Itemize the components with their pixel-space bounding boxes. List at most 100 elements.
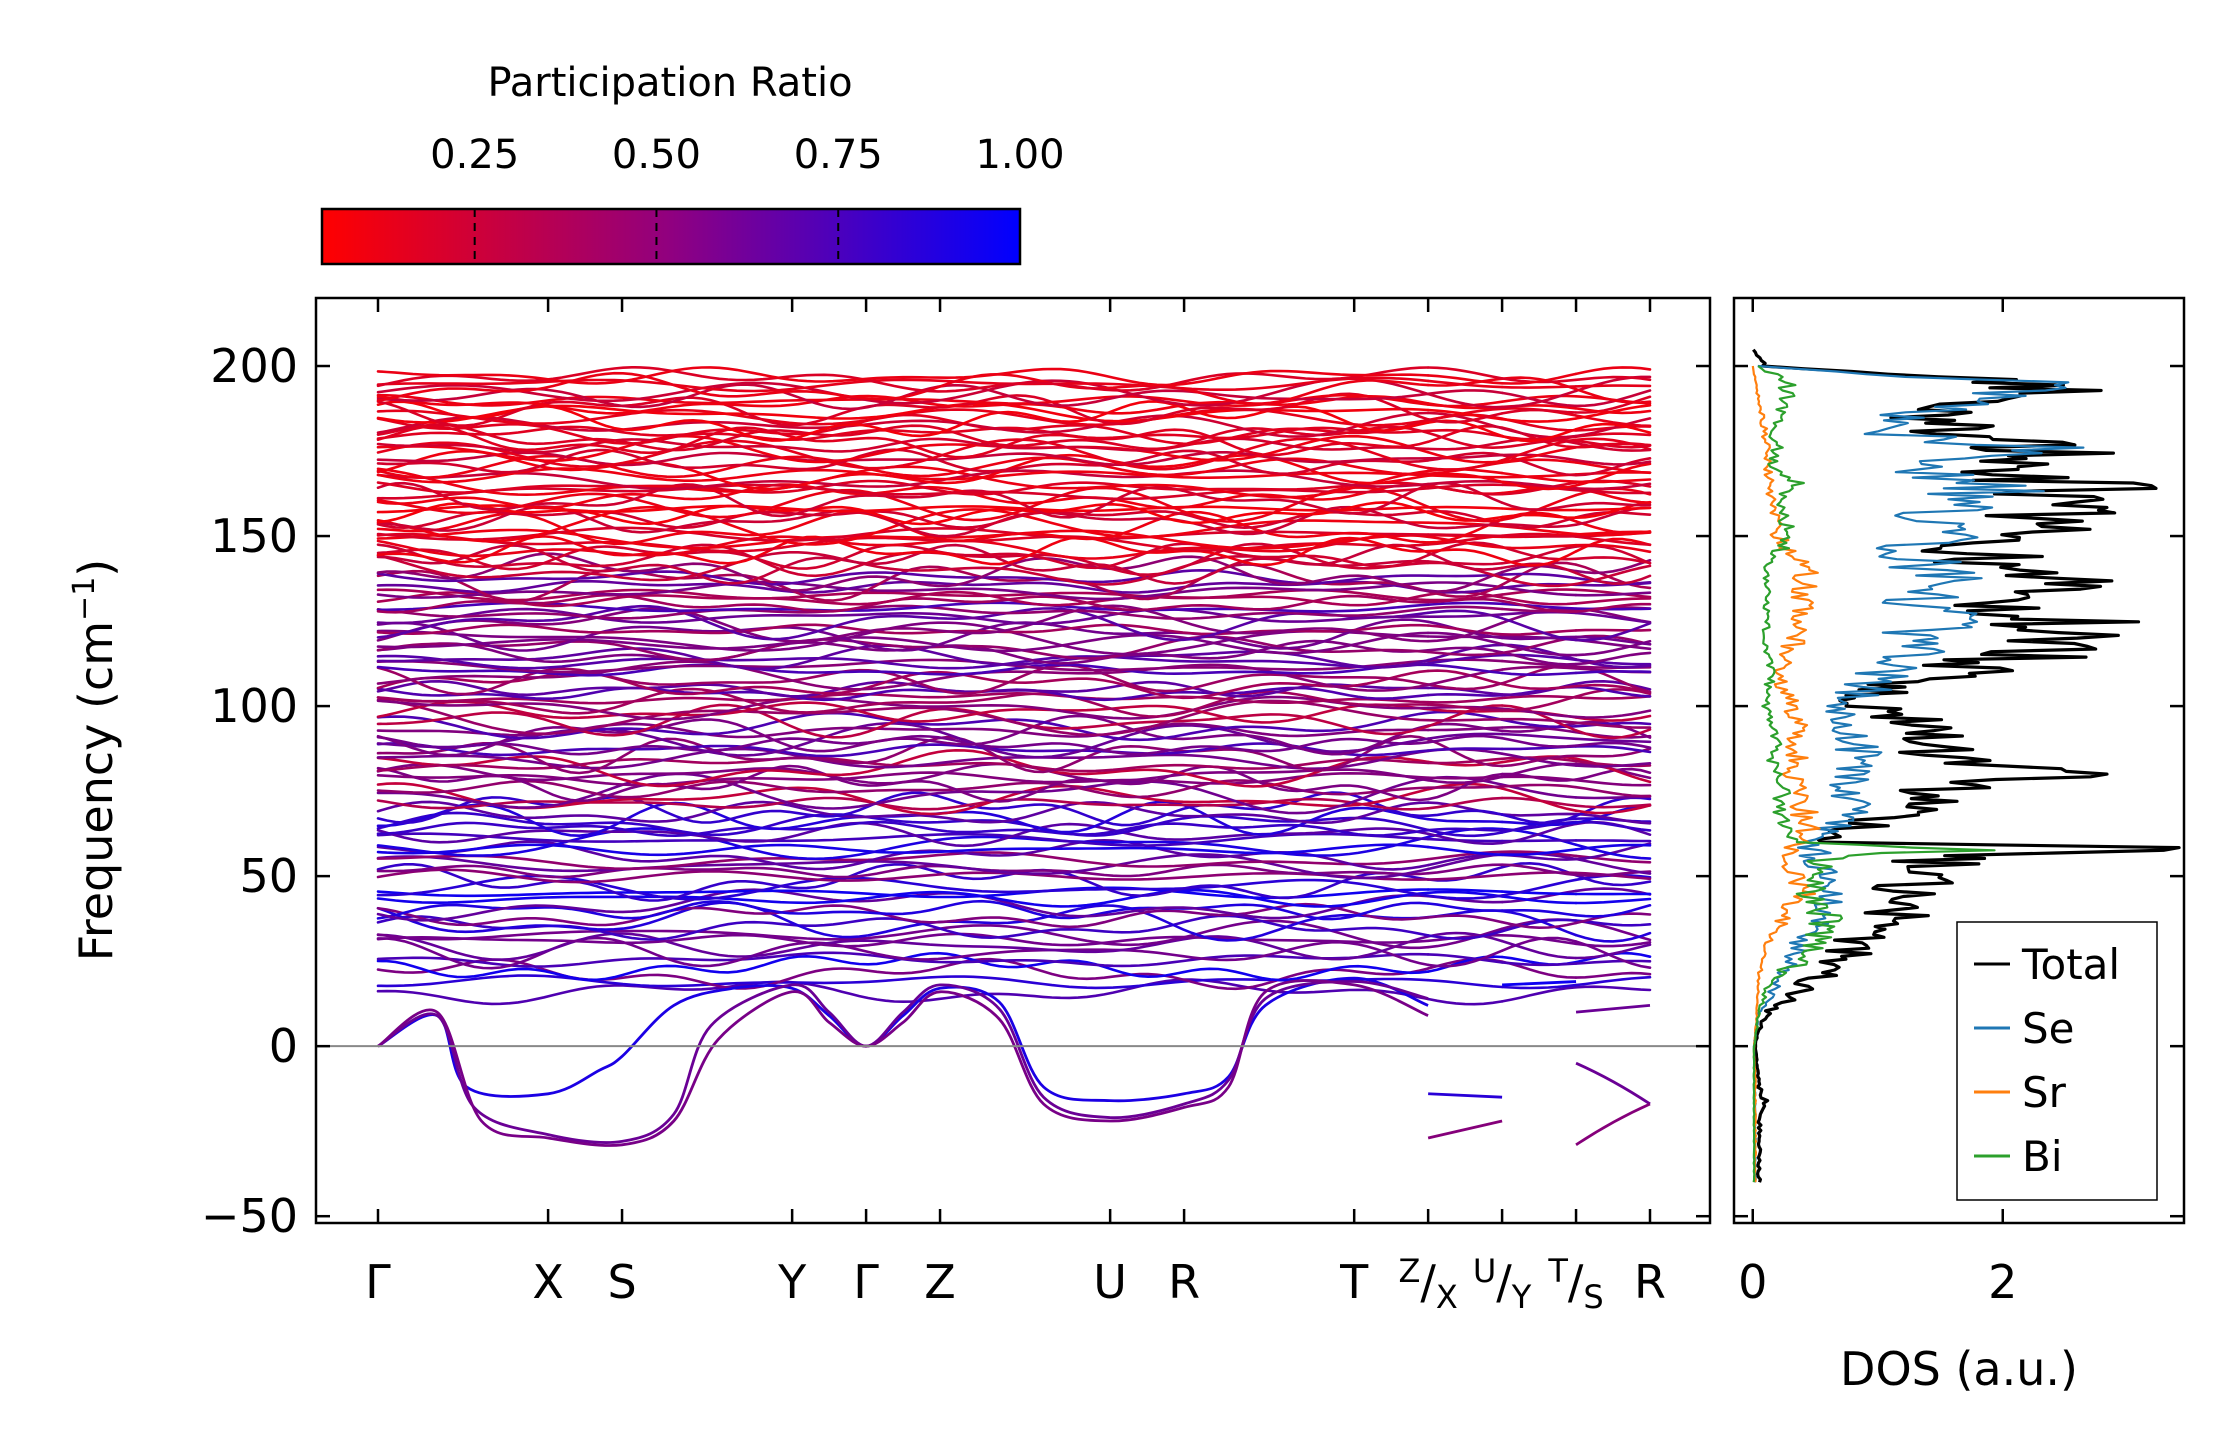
optical-band — [376, 604, 1430, 643]
dos-lines — [1751, 348, 2181, 1183]
optical-band — [1426, 366, 1504, 380]
optical-band — [1500, 934, 1578, 946]
optical-band — [376, 376, 1430, 393]
optical-band — [1426, 601, 1504, 606]
optical-band — [1500, 596, 1578, 606]
optical-band — [376, 654, 1430, 670]
optical-band — [1574, 803, 1652, 809]
optical-band — [1500, 534, 1578, 538]
optical-band — [1500, 516, 1578, 529]
optical-band — [376, 800, 1430, 825]
optical-band — [1500, 848, 1578, 857]
optical-band — [1426, 392, 1504, 409]
optical-band — [376, 425, 1430, 459]
optical-band — [1426, 428, 1504, 438]
optical-band — [1426, 431, 1504, 450]
kpath-label: Γ — [365, 1255, 391, 1309]
optical-band — [1426, 453, 1504, 460]
optical-band — [1426, 484, 1504, 496]
band-axes-frame — [314, 296, 1712, 1225]
y-tick-label: 150 — [210, 509, 298, 563]
optical-band — [1426, 570, 1504, 593]
optical-band — [1426, 593, 1504, 602]
optical-band — [1574, 812, 1652, 825]
optical-band — [1426, 873, 1504, 881]
optical-band — [1574, 417, 1652, 438]
optical-band — [1426, 863, 1504, 875]
optical-band — [1500, 642, 1578, 657]
optical-band — [1574, 959, 1652, 965]
optical-band — [1500, 736, 1578, 748]
kpath-label: X — [532, 1255, 564, 1309]
optical-band — [1500, 453, 1578, 477]
kpath-label: S — [607, 1255, 636, 1309]
optical-band — [376, 607, 1430, 625]
optical-band — [1426, 583, 1504, 598]
optical-band — [1574, 874, 1652, 887]
optical-band — [1426, 621, 1504, 643]
optical-band — [376, 635, 1430, 662]
optical-band — [1500, 754, 1578, 768]
optical-band — [1426, 930, 1504, 940]
optical-band — [1574, 679, 1652, 691]
y-tick-label: −50 — [201, 1189, 298, 1243]
optical-band — [376, 437, 1430, 471]
optical-band — [1426, 927, 1504, 949]
optical-band — [1426, 511, 1504, 522]
optical-band — [376, 827, 1430, 861]
optical-band — [1574, 714, 1652, 722]
optical-band — [1426, 561, 1504, 566]
optical-band — [1500, 427, 1578, 439]
optical-band — [376, 747, 1430, 771]
optical-band — [1574, 602, 1652, 613]
dos-x-tick-label: 0 — [1738, 1255, 1767, 1309]
legend-label-se: Se — [2022, 1004, 2075, 1053]
optical-band — [376, 486, 1430, 523]
optical-band — [376, 663, 1430, 677]
optical-band — [1500, 732, 1578, 741]
optical-band — [376, 451, 1430, 467]
optical-band — [376, 932, 1430, 948]
band-lines — [376, 365, 1652, 1147]
optical-band — [376, 703, 1430, 739]
optical-band — [1426, 581, 1504, 589]
kpath-label: T — [1339, 1255, 1369, 1309]
optical-band — [1574, 530, 1652, 537]
optical-band — [1574, 820, 1652, 832]
optical-band — [1574, 591, 1652, 597]
optical-band — [1574, 556, 1652, 565]
optical-band — [1574, 571, 1652, 585]
optical-band — [376, 533, 1430, 560]
optical-band — [1426, 757, 1504, 765]
optical-band — [1574, 975, 1652, 987]
optical-band — [376, 658, 1430, 674]
optical-band — [376, 631, 1430, 655]
dos-axes-frame — [1732, 296, 2186, 1225]
optical-band — [1426, 389, 1504, 396]
optical-band — [1574, 943, 1652, 960]
dos-x-tick-label: 2 — [1988, 1255, 2017, 1309]
optical-band — [1500, 671, 1578, 676]
optical-band — [376, 772, 1430, 815]
optical-band — [1426, 441, 1504, 451]
optical-band — [1426, 605, 1504, 611]
optical-band — [1574, 439, 1652, 449]
optical-band — [376, 978, 1430, 1006]
optical-band — [376, 686, 1430, 702]
optical-band — [1500, 787, 1578, 812]
optical-band — [1574, 638, 1652, 651]
optical-band — [1426, 400, 1504, 408]
optical-band — [376, 411, 1430, 438]
optical-band — [1500, 783, 1578, 799]
optical-band — [1500, 408, 1578, 415]
kpath-label: R — [1168, 1255, 1200, 1309]
optical-band — [1574, 839, 1652, 843]
optical-band — [376, 623, 1430, 636]
optical-band — [376, 919, 1430, 950]
optical-band — [1500, 717, 1578, 724]
optical-band — [1574, 785, 1652, 798]
optical-band — [1500, 775, 1578, 782]
y-tick-label: 0 — [269, 1019, 298, 1073]
optical-band — [376, 762, 1430, 785]
